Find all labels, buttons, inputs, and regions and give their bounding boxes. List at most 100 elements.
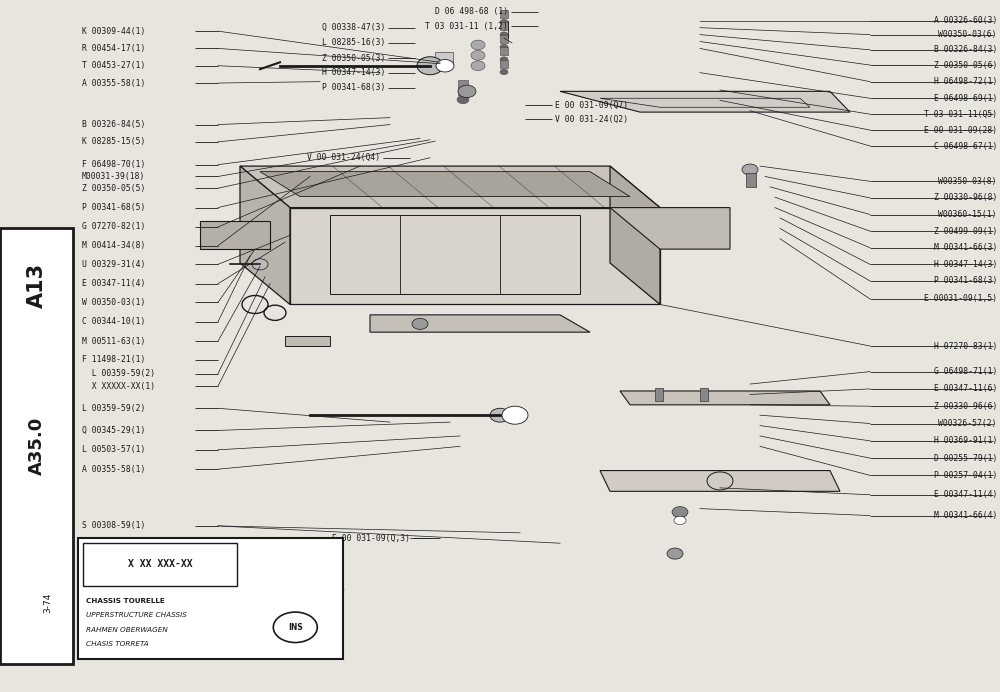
Text: CHASIS TORRETA: CHASIS TORRETA (86, 641, 149, 647)
Polygon shape (260, 172, 630, 197)
Text: L 00503-57(1): L 00503-57(1) (82, 445, 145, 455)
Circle shape (458, 85, 476, 98)
Polygon shape (370, 315, 590, 332)
Text: A 00326-60(3): A 00326-60(3) (934, 16, 997, 26)
Bar (746, 173, 756, 187)
Polygon shape (610, 166, 660, 304)
Text: E 00 031-09(Q,3): E 00 031-09(Q,3) (332, 534, 410, 543)
Text: M00031-39(18): M00031-39(18) (82, 172, 145, 181)
Circle shape (500, 69, 508, 75)
Text: INS: INS (288, 623, 303, 632)
Circle shape (412, 318, 428, 329)
Text: L 00359-59(2): L 00359-59(2) (82, 369, 155, 379)
Text: L 08285-16(3): L 08285-16(3) (322, 38, 385, 48)
Text: CHASSIS TOURELLE: CHASSIS TOURELLE (86, 598, 165, 603)
Bar (655, 388, 663, 401)
Polygon shape (240, 166, 290, 304)
Text: E 00347-11(4): E 00347-11(4) (934, 490, 997, 500)
Text: UPPERSTRUCTURE CHASSIS: UPPERSTRUCTURE CHASSIS (86, 612, 187, 618)
Text: Q 00345-29(1): Q 00345-29(1) (82, 426, 145, 435)
Bar (458, 80, 468, 95)
FancyBboxPatch shape (83, 543, 237, 586)
Text: A35.0: A35.0 (28, 417, 46, 475)
Text: M 00511-63(1): M 00511-63(1) (82, 336, 145, 346)
Bar (435, 52, 453, 66)
Text: X XXXXX-XX(1): X XXXXX-XX(1) (82, 381, 155, 391)
Text: W00326-57(2): W00326-57(2) (938, 419, 997, 428)
Text: M 00414-34(8): M 00414-34(8) (82, 241, 145, 251)
Text: 3-74: 3-74 (43, 593, 52, 614)
Text: R 00454-17(1): R 00454-17(1) (82, 44, 145, 53)
Text: RAHMEN OBERWAGEN: RAHMEN OBERWAGEN (86, 627, 168, 632)
Text: P 00257-04(1): P 00257-04(1) (934, 471, 997, 480)
Text: S 00308-59(1): S 00308-59(1) (82, 521, 145, 531)
FancyBboxPatch shape (0, 228, 73, 664)
Text: W00350-03(6): W00350-03(6) (938, 30, 997, 39)
Text: A 00355-58(1): A 00355-58(1) (82, 78, 145, 88)
Circle shape (667, 548, 683, 559)
Text: Z 00350-05(5): Z 00350-05(5) (82, 183, 145, 193)
Circle shape (471, 61, 485, 71)
Polygon shape (600, 471, 840, 491)
Circle shape (490, 408, 510, 422)
Text: E 06498-69(1): E 06498-69(1) (934, 93, 997, 103)
Text: F 11498-21(1): F 11498-21(1) (82, 355, 145, 365)
Polygon shape (200, 221, 270, 249)
Circle shape (471, 51, 485, 60)
Polygon shape (620, 391, 830, 405)
Circle shape (471, 40, 485, 50)
Circle shape (500, 44, 508, 50)
Polygon shape (560, 91, 850, 112)
Bar (500, 60, 508, 68)
Bar (500, 35, 508, 43)
Circle shape (252, 259, 268, 270)
Polygon shape (240, 166, 660, 208)
Text: H 00369-91(1): H 00369-91(1) (934, 436, 997, 446)
Circle shape (273, 612, 317, 642)
Text: B 00326-84(5): B 00326-84(5) (82, 120, 145, 129)
Bar (500, 22, 508, 30)
Text: Z 00350-05(3): Z 00350-05(3) (322, 53, 385, 63)
Text: H 07270-83(1): H 07270-83(1) (934, 341, 997, 351)
Bar (500, 47, 508, 55)
Text: H 00347-14(3): H 00347-14(3) (322, 68, 385, 78)
Text: K 00309-44(1): K 00309-44(1) (82, 26, 145, 36)
Circle shape (674, 516, 686, 525)
Text: C 00344-10(1): C 00344-10(1) (82, 317, 145, 327)
Text: T 00453-27(1): T 00453-27(1) (82, 61, 145, 71)
Text: H 06498-72(1): H 06498-72(1) (934, 77, 997, 86)
Text: W00360-15(1): W00360-15(1) (938, 210, 997, 219)
Circle shape (436, 60, 454, 72)
Text: Z 00330-96(6): Z 00330-96(6) (934, 401, 997, 411)
Text: H 00347-14(3): H 00347-14(3) (934, 260, 997, 269)
Text: W00350-03(8): W00350-03(8) (938, 176, 997, 186)
Text: T 03 031-11 (1,2): T 03 031-11 (1,2) (425, 21, 508, 31)
Text: L 00359-59(2): L 00359-59(2) (82, 403, 145, 413)
Text: M 00341-66(3): M 00341-66(3) (934, 243, 997, 253)
Text: U 00329-31(4): U 00329-31(4) (82, 260, 145, 269)
Polygon shape (290, 208, 660, 304)
Text: K 08285-15(5): K 08285-15(5) (82, 137, 145, 147)
Text: E 00347-11(6): E 00347-11(6) (934, 384, 997, 394)
Text: E 00 031-09(28): E 00 031-09(28) (924, 125, 997, 135)
Circle shape (457, 95, 469, 104)
Text: E 00 031-09(Q7): E 00 031-09(Q7) (555, 100, 628, 110)
Text: E 00031-09(1,5): E 00031-09(1,5) (924, 294, 997, 304)
Text: V 00 031-24(Q2): V 00 031-24(Q2) (555, 114, 628, 124)
Text: G 07270-82(1): G 07270-82(1) (82, 222, 145, 232)
Text: A13: A13 (26, 262, 46, 308)
Text: Q 00338-47(3): Q 00338-47(3) (322, 23, 385, 33)
Text: B 00326-84(3): B 00326-84(3) (934, 45, 997, 55)
Circle shape (500, 32, 508, 37)
Text: P 00341-68(3): P 00341-68(3) (322, 83, 385, 93)
Text: C 06498-67(1): C 06498-67(1) (934, 141, 997, 151)
FancyBboxPatch shape (78, 538, 343, 659)
Circle shape (500, 57, 508, 62)
Circle shape (742, 164, 758, 175)
Polygon shape (285, 336, 330, 346)
Text: Z 00330-96(8): Z 00330-96(8) (934, 193, 997, 203)
Text: W 00350-03(1): W 00350-03(1) (82, 298, 145, 307)
Text: E 00347-11(4): E 00347-11(4) (82, 279, 145, 289)
Circle shape (672, 507, 688, 518)
Text: V 00 031-24(Q4): V 00 031-24(Q4) (307, 153, 380, 163)
